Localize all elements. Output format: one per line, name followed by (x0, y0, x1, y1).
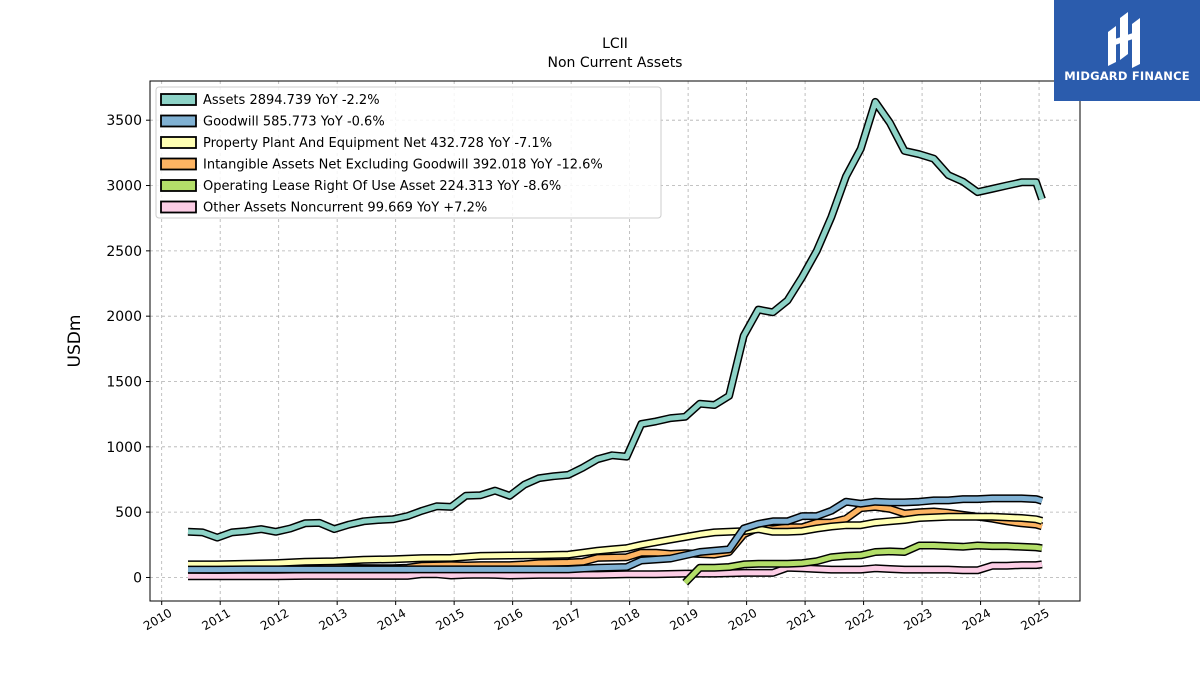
x-tick-label: 2017 (550, 606, 583, 633)
legend-box (155, 86, 662, 219)
y-tick-label: 2500 (106, 244, 142, 260)
x-tick-label: 2018 (609, 606, 642, 633)
legend-entry: Property Plant And Equipment Net 432.728… (203, 136, 552, 151)
legend-entry: Assets 2894.739 YoY -2.2% (203, 93, 380, 108)
legend-swatch (160, 157, 197, 171)
legend-swatch (160, 136, 197, 149)
series-other-assets-noncurrent (188, 560, 1043, 581)
series-line (188, 514, 1043, 567)
legend-swatch (160, 114, 197, 128)
x-tick-label: 2011 (199, 606, 232, 633)
x-tick-label: 2021 (784, 606, 817, 633)
x-tick-label: 2016 (492, 606, 525, 633)
series-line (188, 561, 1043, 579)
y-tick-label: 3500 (106, 113, 142, 129)
x-tick-label: 2012 (258, 606, 291, 633)
y-tick-label: 2000 (106, 309, 142, 325)
x-tick-label: 2014 (375, 606, 408, 633)
series-line (683, 543, 1043, 585)
chart-title: LCII (602, 36, 628, 52)
series-assets (187, 97, 1046, 542)
midgard-finance-logo: MIDGARD FINANCE (1054, 0, 1200, 101)
x-tick-label: 2015 (433, 606, 466, 633)
legend-swatch (160, 93, 197, 106)
legend-entry: Other Assets Noncurrent 99.669 YoY +7.2% (203, 201, 487, 216)
x-tick-label: 2019 (667, 606, 700, 633)
y-tick-label: 1000 (106, 440, 142, 456)
legend-swatch (160, 179, 197, 192)
x-tick-label: 2025 (1018, 606, 1051, 633)
series-layer (187, 97, 1046, 586)
series-line (188, 495, 1043, 573)
logo-text: MIDGARD FINANCE (1064, 69, 1190, 83)
legend-entry: Operating Lease Right Of Use Asset 224.3… (203, 179, 561, 194)
x-tick-label: 2010 (141, 606, 174, 633)
plot-frame (149, 80, 1081, 602)
x-tick-label: 2023 (901, 606, 934, 633)
series-line (187, 99, 1045, 541)
legend-entry: Goodwill 585.773 YoY -0.6% (203, 115, 385, 130)
y-tick-label: 500 (115, 505, 142, 521)
y-tick-label: 1500 (106, 375, 142, 391)
series-operating-lease-right-of-use-asset (682, 541, 1043, 586)
x-tick-label: 2013 (316, 606, 349, 633)
series-goodwill (188, 494, 1044, 574)
y-axis-ticks: 0 500 1000 1500 2000 2500 3000 3500 (106, 113, 150, 586)
y-tick-label: 3000 (106, 179, 142, 195)
x-tick-label: 2022 (843, 606, 876, 633)
y-axis-label: USDm (65, 315, 85, 368)
x-axis-ticks: 2010 2011 2012 2013 2014 2015 2016 2017 2018 2019… (141, 601, 1052, 633)
x-tick-label: 2024 (960, 606, 993, 633)
legend-swatch (160, 200, 197, 214)
series-property-plant-and-equipment-net (188, 512, 1044, 569)
y-tick-label: 0 (133, 570, 142, 586)
logo-mark-icon (1108, 12, 1140, 68)
x-tick-label: 2020 (726, 606, 759, 633)
legend-entry: Intangible Assets Net Excluding Goodwill… (203, 158, 603, 173)
chart-subtitle: Non Current Assets (548, 55, 683, 71)
legend: Assets 2894.739 YoY -2.2% Goodwill 585.77… (155, 86, 662, 219)
